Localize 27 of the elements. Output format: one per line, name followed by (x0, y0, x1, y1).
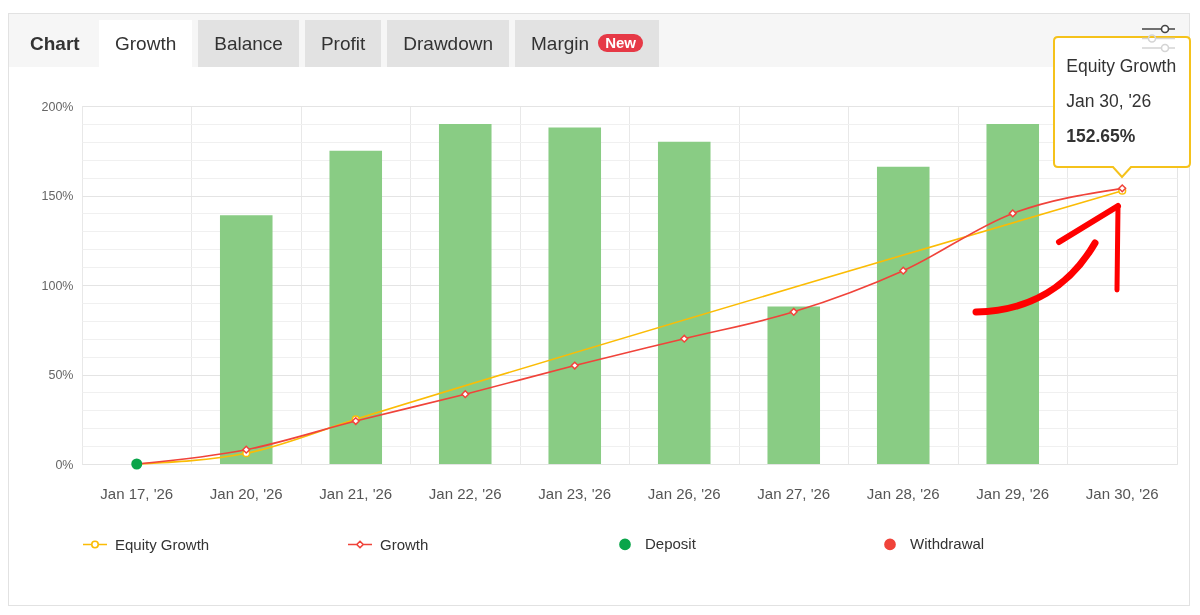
x-tick-label: Jan 17, '26 (100, 484, 174, 502)
x-tick-label: Jan 30, '26 (1085, 484, 1159, 502)
y-tick-label: 100% (41, 278, 74, 293)
x-tick-label: Jan 29, '26 (976, 484, 1050, 502)
text: Profit (320, 33, 366, 54)
y-tick-label: 0% (55, 457, 74, 472)
text: Growth (115, 33, 177, 54)
chart-title: Chart (30, 32, 80, 56)
x-tick-label: Jan 23, '26 (538, 484, 612, 502)
x-tick-label: Jan 20, '26 (209, 484, 283, 502)
x-tick-label: Jan 27, '26 (757, 484, 831, 502)
legend-label: Withdrawal (910, 535, 985, 553)
annotation: Equity Growth Jan 30, '26 152.65% (1066, 55, 1177, 149)
legend-label: Growth (380, 535, 429, 553)
y-tick-label: 50% (48, 368, 74, 382)
legend-label: Equity Growth (115, 535, 210, 553)
text: Drawdown (403, 33, 494, 54)
x-tick-label: Jan 22, '26 (428, 484, 502, 502)
y-tick-label: 150% (41, 189, 74, 203)
x-tick-label: Jan 28, '26 (866, 484, 940, 502)
x-tick-label: Jan 21, '26 (319, 484, 393, 502)
legend-label: Deposit (645, 535, 697, 553)
text: Margin (531, 33, 590, 54)
text: New (598, 34, 643, 52)
x-tick-label: Jan 26, '26 (647, 484, 721, 502)
y-tick-label: 200% (41, 99, 74, 114)
text: Balance (214, 33, 283, 54)
